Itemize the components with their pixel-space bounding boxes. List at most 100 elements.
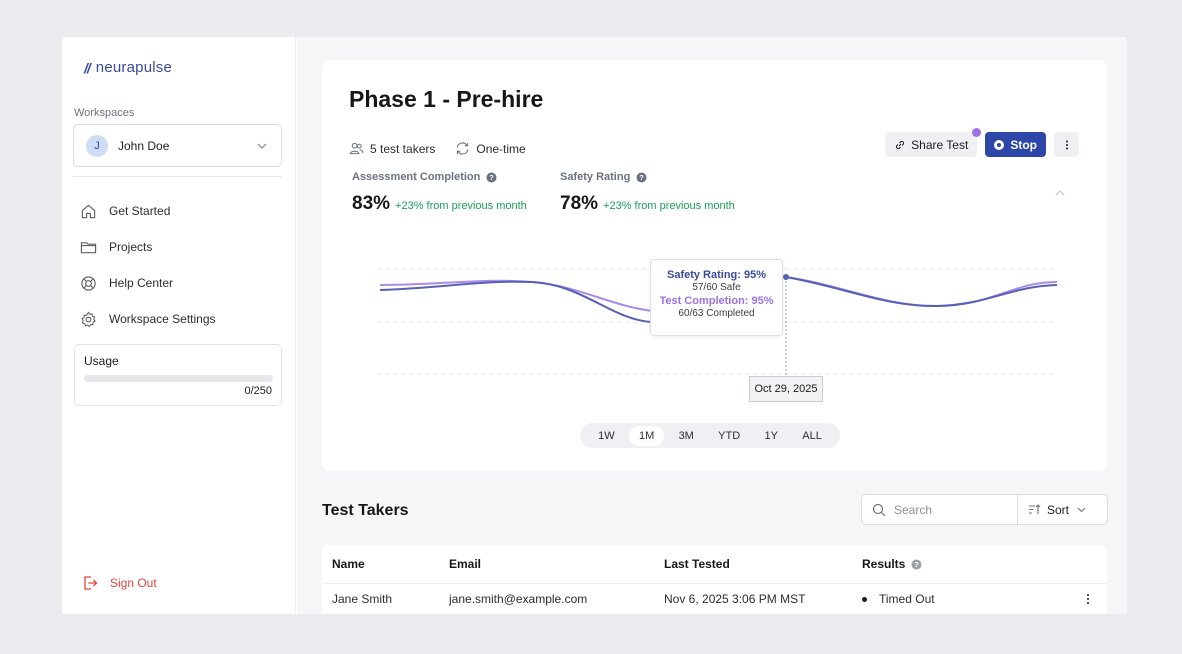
range-1y[interactable]: 1Y [764,429,778,442]
sidebar-divider [73,176,282,177]
main-content: Phase 1 - Pre-hire 5 test takers One-tim… [297,37,1127,614]
sign-out-label: Sign Out [110,576,157,590]
range-ytd[interactable]: YTD [718,429,741,442]
stop-label: Stop [1010,137,1037,152]
brand-logo[interactable]: // neurapulse [84,59,172,76]
range-3m[interactable]: 3M [678,429,694,442]
sort-button[interactable]: Sort [1017,494,1108,525]
stat-delta: +23% from previous month [603,200,735,212]
stat-label-text: Safety Rating [560,171,631,183]
share-test-label: Share Test [911,137,969,152]
column-header-name[interactable]: Name [332,557,365,571]
stat-delta: +23% from previous month [395,200,527,212]
cell-result: Timed Out [862,592,935,606]
test-frequency: One-time [455,141,526,156]
column-header-last-tested[interactable]: Last Tested [664,557,730,571]
hover-date-label: Oct 29, 2025 [749,376,823,402]
stat-row: 83% +23% from previous month [352,193,527,215]
test-overview-card: Phase 1 - Pre-hire 5 test takers One-tim… [322,60,1107,471]
svg-text:?: ? [490,173,495,182]
chevron-down-icon [1077,507,1086,513]
time-range-selector: 1W 1M 3M YTD 1Y ALL [580,423,840,448]
test-frequency-label: One-time [476,141,526,156]
range-all[interactable]: ALL [802,429,822,442]
sidebar-item-label: Help Center [109,276,174,290]
tooltip-safety-sub: 57/60 Safe [692,282,741,293]
usage-label: Usage [84,354,119,368]
cell-last-tested: Nov 6, 2025 3:06 PM MST [664,592,806,606]
sidebar-item-get-started[interactable]: Get Started [80,193,216,229]
more-vertical-icon[interactable] [1082,593,1094,605]
logo-mark: // [84,59,91,76]
sidebar-item-projects[interactable]: Projects [80,229,216,265]
sidebar-item-workspace-settings[interactable]: Workspace Settings [80,301,216,337]
sidebar-item-help-center[interactable]: Help Center [80,265,216,301]
table-header: Name Email Last Tested Results ? [322,545,1107,584]
sidebar-item-label: Projects [109,240,153,254]
range-1m[interactable]: 1M [628,425,665,446]
workspace-selector[interactable]: J John Doe [73,124,282,167]
more-vertical-icon [1065,140,1068,149]
sign-out-icon [84,576,98,590]
assessment-completion-stat: Assessment Completion ? 83% +23% from pr… [352,171,527,215]
cell-email: jane.smith@example.com [449,592,588,606]
stat-label-text: Assessment Completion [352,171,481,183]
search-input[interactable] [894,502,1004,517]
usage-card: Usage 0/250 [74,344,282,406]
notification-dot [972,128,982,137]
sidebar-item-label: Get Started [109,204,171,218]
test-takers-label: 5 test takers [370,141,436,156]
link-icon [896,140,905,149]
chart-tooltip: Safety Rating: 95% 57/60 Safe Test Compl… [650,259,783,336]
avatar: J [86,134,108,157]
sort-label: Sort [1047,502,1070,517]
safety-rating-series-line [379,276,1058,323]
cell-result-label: Timed Out [879,592,935,606]
help-icon[interactable]: ? [911,559,922,570]
safety-rating-stat: Safety Rating ? 78% +23% from previous m… [560,171,735,215]
chevron-up-icon[interactable] [1053,186,1067,200]
stat-row: 78% +23% from previous month [560,193,735,215]
column-header-email[interactable]: Email [449,557,482,571]
column-header-results-label: Results [862,557,906,571]
folder-icon [80,241,97,253]
workspaces-label: Workspaces [74,107,135,119]
search-box [861,494,1018,525]
app-window: // neurapulse Workspaces J John Doe Get … [62,37,1127,614]
stat-value: 78% [560,193,599,214]
sign-out-button[interactable]: Sign Out [82,575,157,591]
test-takers-table: Name Email Last Tested Results ? Jane Sm… [322,545,1107,614]
svg-text:?: ? [640,173,645,182]
usage-progress-bar [84,375,273,382]
home-icon [81,204,96,218]
hover-point [783,274,789,280]
tooltip-safety-title: Safety Rating: 95% [666,269,767,281]
result-status-dot [862,596,867,602]
test-takers-title: Test Takers [322,502,409,519]
gear-icon [81,310,96,327]
tooltip-completion-title: Test Completion: 95% [659,295,774,307]
brand-name: neurapulse [95,59,173,76]
help-icon[interactable]: ? [636,172,647,183]
help-icon[interactable]: ? [486,172,497,183]
usage-count: 0/250 [244,385,272,397]
stop-button[interactable]: Stop [985,132,1046,157]
lifebuoy-icon [81,275,96,291]
sidebar: // neurapulse Workspaces J John Doe Get … [62,37,296,614]
test-meta: 5 test takers One-time [349,141,526,156]
range-1w[interactable]: 1W [598,429,615,442]
more-options-button[interactable] [1054,132,1079,157]
stat-label: Assessment Completion ? [352,171,527,183]
column-header-results[interactable]: Results ? [862,557,922,571]
table-row[interactable]: Jane Smith jane.smith@example.com Nov 6,… [322,584,1107,614]
test-actions: Share Test Stop [885,128,1079,157]
workspace-user-name: John Doe [118,138,170,153]
cell-name: Jane Smith [332,592,393,606]
repeat-icon [457,142,469,155]
search-icon [872,503,886,516]
users-icon [349,142,364,155]
test-takers-count: 5 test takers [349,141,435,156]
share-test-button[interactable]: Share Test [885,128,982,157]
page-title: Phase 1 - Pre-hire [349,86,544,112]
stat-label: Safety Rating ? [560,171,735,183]
